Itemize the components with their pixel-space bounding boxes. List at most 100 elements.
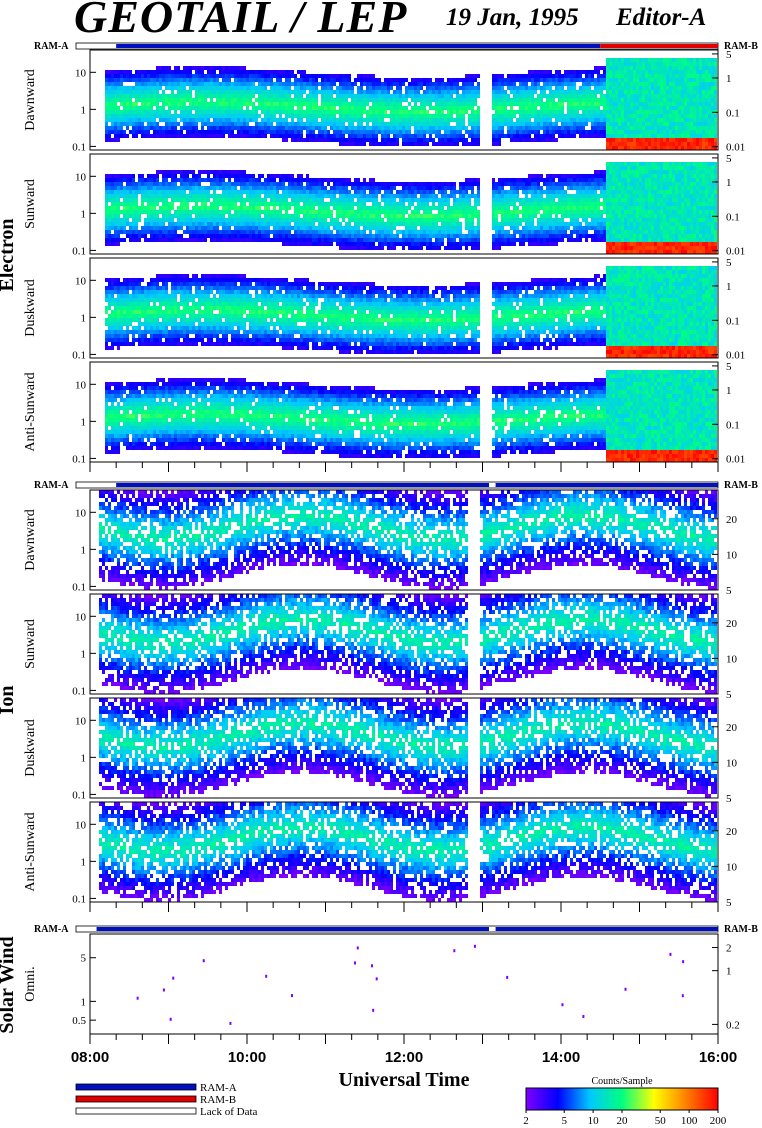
electron-duskward-rtick-label: 0.01 [726,350,745,362]
ion-anti-sunward-rtick-label: 20 [726,826,738,838]
ion-sunward-ltick-label: 0.1 [72,685,86,697]
ion-duskward-frame [89,697,719,799]
electron-anti-sunward-rtick-label: 5 [726,361,732,373]
ion-mode-label-left: RAM-A [34,480,69,491]
x-tick-label: 16:00 [699,1049,737,1066]
electron-dawnward-ltick-label: 0.1 [72,141,86,153]
solar-wind-mode-segment [96,927,490,931]
solar-wind-omni--ltick-label: 1 [81,996,87,1008]
ion-dawnward-rtick-label: 20 [726,514,738,526]
ion-duskward-ltick-label: 1 [81,752,87,764]
solar-wind-omni--rtick-label: 0.2 [726,1019,740,1031]
ion-sunward-frame [89,593,719,695]
colorbar-tick-label: 50 [655,1115,667,1127]
electron-mode-segment [116,44,601,48]
ion-anti-sunward-rtick-label: 10 [726,861,738,873]
electron-mode-segment [77,44,117,48]
x-tick-label: 12:00 [385,1049,423,1066]
electron-sunward-rtick-label: 0.1 [726,211,740,223]
x-tick-label: 14:00 [542,1049,580,1066]
electron-anti-sunward-ltick-label: 0.1 [72,453,86,465]
chart-editor: Editor-A [616,4,706,32]
ion-dawnward-label: Dawnward [23,509,38,570]
ion-duskward-rtick-label: 5 [726,793,732,805]
electron-group-label: Electron [0,219,18,292]
solar-wind-omni--rtick-label: 2 [726,943,732,955]
electron-dawnward-rtick-label: 1 [726,73,732,85]
electron-anti-sunward-ltick-label: 10 [75,379,87,391]
x-tick-label: 10:00 [228,1049,266,1066]
solar-wind-omni--sample [172,976,175,980]
electron-mode-label-left: RAM-A [34,41,69,52]
colorbar [525,1087,719,1111]
electron-dawnward-frame [89,49,719,151]
ion-dawnward-rtick-label: 5 [726,585,732,597]
solar-wind-omni--sample [669,952,672,956]
solar-wind-omni--sample [473,944,476,948]
electron-duskward-rtick-label: 1 [726,281,732,293]
solar-wind-group-label: Solar Wind [0,936,18,1033]
electron-sunward-ltick-label: 1 [81,208,87,220]
legend-label: RAM-B [200,1094,236,1106]
solar-wind-omni--sample [372,1008,375,1012]
ion-dawnward-ltick-label: 10 [75,507,87,519]
legend-swatch [75,1083,197,1091]
ion-sunward-rtick-label: 10 [726,653,738,665]
solar-wind-omni--sample [453,949,456,953]
electron-duskward-ltick-label: 1 [81,312,87,324]
solar-wind-mode-segment [489,927,496,931]
solar-wind-omni--label: Omni. [23,966,38,1001]
electron-anti-sunward-ltick-label: 1 [81,416,87,428]
ion-mode-segment [77,483,117,487]
electron-sunward-rtick-label: 5 [726,153,732,165]
electron-sunward-label: Sunward [23,179,38,229]
colorbar-tick-label: 10 [588,1115,600,1127]
electron-anti-sunward-rtick-label: 1 [726,385,732,397]
ion-anti-sunward-ltick-label: 10 [75,819,87,831]
ion-anti-sunward-ltick-label: 1 [81,856,87,868]
colorbar-tick-label: 200 [710,1115,727,1127]
legend-swatch [75,1107,197,1115]
solar-wind-omni--sample [202,959,205,963]
ion-duskward-rtick-label: 10 [726,757,738,769]
legend-swatch [75,1095,197,1103]
ion-duskward-rtick-label: 20 [726,722,738,734]
solar-wind-omni--sample [229,1021,232,1025]
electron-sunward-rtick-label: 1 [726,177,732,189]
ion-sunward-ltick-label: 10 [75,611,87,623]
electron-dawnward-rtick-label: 5 [726,49,732,61]
electron-sunward-spectrogram [105,162,717,254]
x-tick-label: 08:00 [71,1049,109,1066]
ion-dawnward-spectrogram [99,490,717,590]
solar-wind-omni--sample [162,988,165,992]
ion-duskward-ltick-label: 10 [75,715,87,727]
colorbar-tick-label: 100 [681,1115,698,1127]
ion-group-label: Ion [0,686,18,715]
electron-mode-segment [600,44,718,48]
electron-sunward-rtick-label: 0.01 [726,246,745,258]
electron-duskward-ltick-label: 10 [75,275,87,287]
ion-mode-segment [495,483,718,487]
electron-anti-sunward-label: Anti-Sunward [23,372,38,451]
electron-dawnward-ltick-label: 1 [81,104,87,116]
solar-wind-mode-segment [77,927,97,931]
electron-dawnward-rtick-label: 0.01 [726,142,745,154]
ion-sunward-spectrogram [99,594,717,694]
ion-duskward-label: Duskward [23,719,38,777]
ion-duskward-ltick-label: 0.1 [72,789,86,801]
ion-sunward-ltick-label: 1 [81,648,87,660]
solar-wind-omni--sample [624,987,627,991]
solar-wind-omni--rtick-label: 1 [726,966,732,978]
solar-wind-mode-segment [495,927,718,931]
electron-anti-sunward-spectrogram [105,370,717,462]
electron-sunward-ltick-label: 0.1 [72,245,86,257]
solar-wind-omni--sample [136,996,139,1000]
electron-duskward-rtick-label: 5 [726,257,732,269]
ion-anti-sunward-ltick-label: 0.1 [72,893,86,905]
chart-date: 19 Jan, 1995 [446,4,579,32]
ion-mode-label-right: RAM-B [724,480,758,491]
ion-dawnward-rtick-label: 10 [726,549,738,561]
ion-anti-sunward-label: Anti-Sunward [23,812,38,891]
ion-dawnward-frame [89,489,719,591]
